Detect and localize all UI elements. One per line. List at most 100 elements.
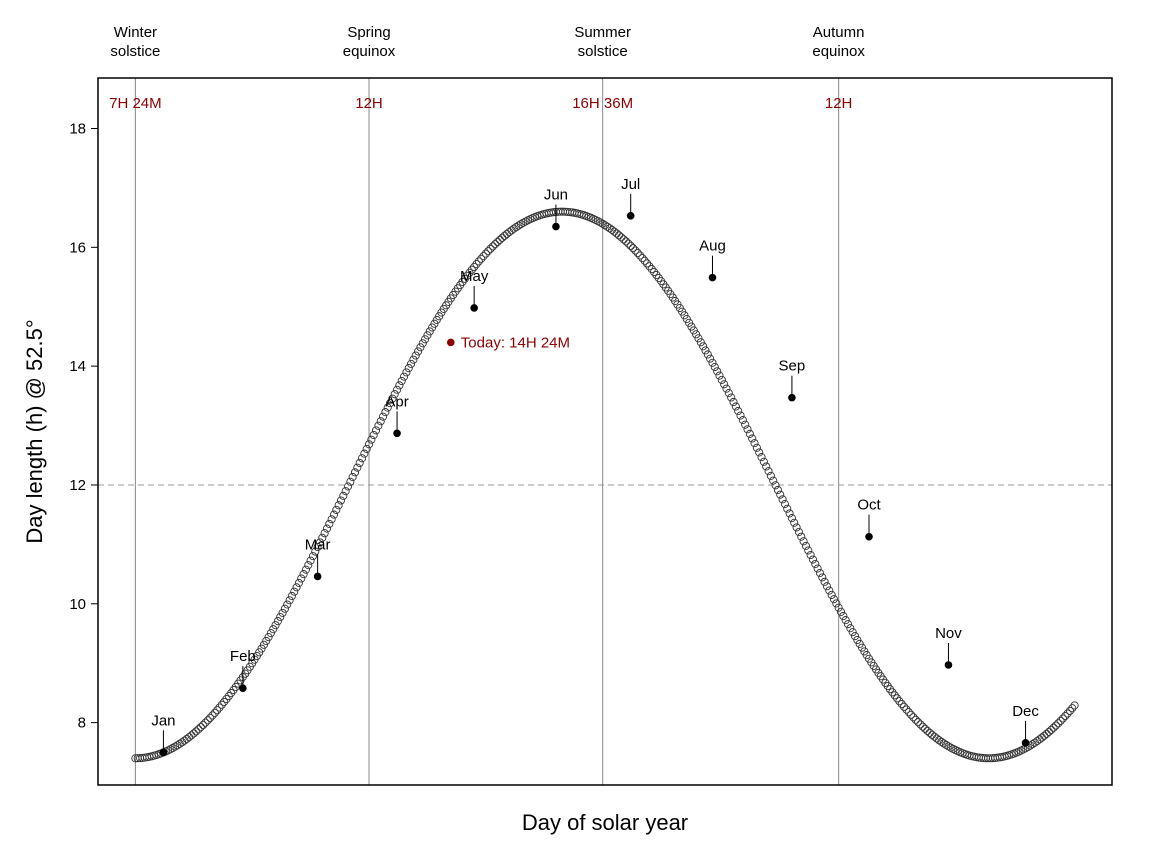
- curve-point: [806, 550, 815, 560]
- curve-point: [846, 624, 855, 633]
- curve-point: [701, 346, 710, 355]
- today-label: Today: 14H 24M: [461, 334, 570, 351]
- curve-point: [357, 454, 367, 463]
- curve-point: [783, 504, 792, 513]
- curve-point: [308, 552, 317, 561]
- y-axis-label: Day length (h) @ 52.5°: [22, 319, 47, 543]
- curve-point: [687, 322, 696, 331]
- curve-point: [729, 397, 738, 407]
- curve-point: [474, 257, 483, 266]
- curve-point: [187, 731, 196, 740]
- season-label: equinox: [812, 43, 865, 60]
- curve-point: [633, 248, 642, 258]
- curve-point: [750, 439, 759, 448]
- curve-point: [322, 524, 332, 533]
- month-point: [159, 748, 168, 757]
- curve-point: [325, 519, 334, 528]
- curve-point: [199, 720, 208, 730]
- curve-point: [192, 727, 201, 736]
- curve-point: [1054, 719, 1063, 728]
- curve-point: [1037, 733, 1046, 742]
- curve-point: [416, 343, 425, 352]
- curve-point: [757, 453, 766, 462]
- curve-point: [895, 697, 904, 706]
- curve-point: [486, 244, 495, 253]
- curve-point: [329, 510, 339, 519]
- curve-point: [843, 620, 853, 629]
- month-label: Oct: [857, 497, 881, 514]
- curve-point: [210, 708, 219, 717]
- y-tick-label: 16: [69, 239, 86, 256]
- curve-point: [771, 481, 780, 490]
- curve-point: [914, 718, 923, 727]
- curve-point: [220, 697, 229, 706]
- curve-point: [213, 706, 222, 715]
- curve-point: [266, 629, 275, 638]
- curve-point: [185, 733, 194, 742]
- curve-point: [283, 600, 292, 609]
- curve-point: [512, 223, 521, 232]
- curve-point: [371, 426, 381, 435]
- curve-point: [752, 443, 761, 452]
- curve-point: [612, 229, 621, 238]
- curve-point: [759, 457, 768, 466]
- curve-point: [477, 254, 486, 263]
- month-point: [393, 429, 401, 438]
- curve-point: [346, 477, 355, 486]
- month-label: Apr: [385, 393, 408, 410]
- curve-point: [811, 559, 820, 569]
- season-hours-label: 12H: [825, 95, 853, 112]
- curve-point: [339, 491, 348, 500]
- curve-point: [334, 501, 343, 510]
- curve-point: [848, 628, 857, 637]
- month-label: Jan: [151, 712, 175, 729]
- curve-point: [593, 217, 603, 226]
- curve-point: [386, 399, 395, 408]
- curve-point: [502, 229, 511, 238]
- curve-point: [628, 244, 638, 253]
- today-point: [446, 338, 455, 347]
- curve-point: [273, 617, 282, 626]
- curve-point: [516, 220, 525, 229]
- curve-point: [715, 371, 724, 380]
- curve-point: [395, 381, 404, 390]
- y-axis: 8 10 12 14 16 18: [69, 121, 98, 732]
- curve-point: [832, 599, 841, 608]
- month-label: Dec: [1012, 703, 1039, 720]
- curve-point: [1042, 729, 1051, 738]
- curve-point: [792, 523, 801, 532]
- y-tick-label: 18: [69, 121, 86, 138]
- curve-point: [778, 495, 787, 504]
- curve-point: [189, 729, 198, 738]
- curve-point: [1065, 706, 1074, 715]
- month-label: Jun: [544, 187, 568, 204]
- season-lines: [134, 78, 840, 785]
- curve-point: [203, 716, 212, 725]
- curve-point: [378, 412, 388, 421]
- curve-point: [1068, 704, 1077, 713]
- month-point: [788, 393, 796, 402]
- curve-point: [367, 435, 376, 444]
- curve-point: [626, 241, 635, 250]
- curve-point: [1070, 701, 1079, 710]
- season-hours-label: 7H 24M: [109, 95, 162, 112]
- curve-point: [306, 556, 315, 565]
- curve-point: [650, 267, 659, 277]
- curve-point: [766, 471, 775, 480]
- curve-point: [1049, 723, 1058, 732]
- curve-point: [280, 604, 289, 613]
- curve-point: [614, 231, 624, 240]
- month-label: Feb: [230, 648, 256, 665]
- curve-point: [1056, 716, 1065, 725]
- curve-point: [285, 596, 294, 605]
- month-markers: Jan Feb Mar Apr May Jun Jul Aug Sep Oct Nov Dec: [151, 176, 1039, 757]
- curve-point: [173, 741, 182, 750]
- curve-point: [621, 237, 631, 246]
- curve-point: [481, 249, 490, 258]
- curve-point: [423, 331, 432, 340]
- curve-point: [215, 703, 224, 712]
- plot-frame: [97, 77, 1113, 786]
- y-tick-label: 10: [69, 596, 86, 613]
- month-point: [239, 684, 247, 692]
- curve-point: [301, 565, 310, 574]
